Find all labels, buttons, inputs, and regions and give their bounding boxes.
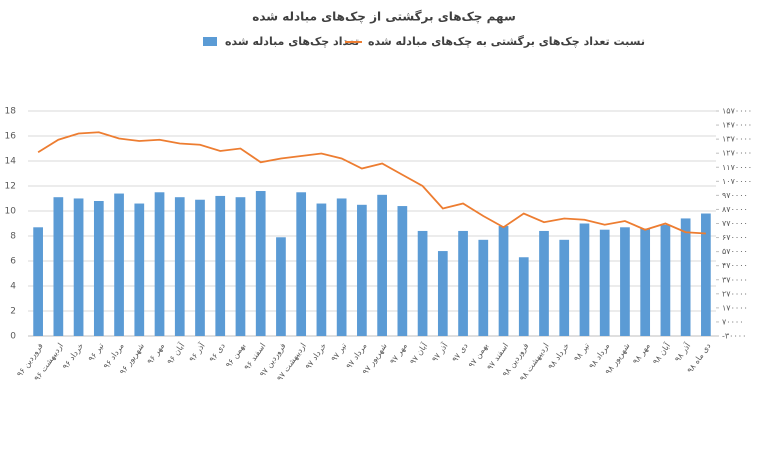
bar <box>53 197 64 336</box>
bar <box>640 228 651 336</box>
x-tick-label: مهر ۹۷ <box>388 341 409 365</box>
y2-tick-label: ۷۷۰۰۰۰ <box>722 219 748 228</box>
y-tick-label: 6 <box>10 257 16 267</box>
legend-label: تعداد چک‌های مبادله شده <box>225 35 359 48</box>
legend-label: نسبت تعداد چک‌های برگشتی به چک‌های مبادل… <box>368 35 645 48</box>
bar <box>154 192 165 336</box>
y2-tick-label: ۱۳۷۰۰۰۰ <box>722 135 752 144</box>
bar <box>478 239 489 336</box>
y2-tick-label: ۷۰۰۰۰ <box>722 317 743 326</box>
bar <box>316 203 327 336</box>
y2-tick-label: ۱۵۷۰۰۰۰ <box>722 107 752 116</box>
bar <box>559 239 570 336</box>
y2-tick-label: -۳۰۰۰۰ <box>722 332 746 341</box>
bar <box>215 195 226 336</box>
x-tick-label: آبان ۹۸ <box>650 340 672 366</box>
y2-tick-label: ۹۷۰۰۰۰ <box>722 191 748 200</box>
y-tick-label: 8 <box>10 232 16 242</box>
bar <box>518 257 529 336</box>
y2-tick-label: ۱۴۷۰۰۰۰ <box>722 121 752 130</box>
bar <box>498 226 509 336</box>
y2-tick-label: ۱۲۷۰۰۰۰ <box>722 149 752 158</box>
bar <box>539 230 549 336</box>
bar <box>93 201 104 336</box>
bar <box>134 203 145 336</box>
x-tick-label: آذر ۹۸ <box>672 340 693 363</box>
bar <box>195 199 205 336</box>
bar <box>357 204 367 336</box>
y2-tick-label: ۱۰۷۰۰۰۰ <box>722 177 752 186</box>
legend-swatch <box>203 37 217 46</box>
x-tick-label: مهر ۹۶ <box>145 341 166 365</box>
x-tick-label: خرداد ۹۸ <box>546 341 571 371</box>
y-tick-label: 2 <box>10 307 16 317</box>
y2-tick-label: ۵۷۰۰۰۰ <box>722 247 748 256</box>
y-tick-label: 0 <box>10 332 16 342</box>
x-tick-label: تیر ۹۸ <box>572 341 591 363</box>
y2-tick-label: ۳۷۰۰۰۰ <box>722 275 748 284</box>
y-tick-label: 10 <box>5 207 17 217</box>
chart-title: سهم چک‌های برگشتی از چک‌های مبادله شده <box>252 10 516 24</box>
bar <box>397 206 408 336</box>
y2-tick-label: ۱۷۰۰۰۰ <box>722 303 748 312</box>
x-tick-label: آبان ۹۶ <box>165 340 187 366</box>
y-tick-label: 12 <box>5 182 16 192</box>
bar <box>174 197 185 336</box>
y2-tick-label: ۶۷۰۰۰۰ <box>722 233 748 242</box>
x-tick-label: تیر ۹۷ <box>329 341 348 363</box>
bar <box>276 237 286 336</box>
bar <box>579 223 590 336</box>
x-tick-label: دی ۹۷ <box>450 341 470 364</box>
bar <box>660 224 671 336</box>
y2-tick-label: ۱۱۷۰۰۰۰ <box>722 163 752 172</box>
x-tick-label: دی ۹۶ <box>208 341 228 364</box>
bar <box>599 229 610 336</box>
bar <box>680 218 691 336</box>
x-tick-label: آذر ۹۶ <box>187 340 208 363</box>
x-tick-label: مهر ۹۸ <box>631 341 652 365</box>
bar <box>620 227 630 336</box>
x-tick-label: آذر ۹۷ <box>429 340 450 363</box>
bar <box>296 192 307 336</box>
x-tick-label: خرداد ۹۶ <box>61 341 86 371</box>
x-tick-label: آبان ۹۷ <box>407 340 429 366</box>
bar <box>336 198 347 336</box>
bar <box>73 198 84 336</box>
y2-tick-label: ۴۷۰۰۰۰ <box>722 261 748 270</box>
bar <box>701 213 711 336</box>
bar <box>458 230 468 336</box>
y-tick-label: 16 <box>5 132 17 142</box>
bar <box>114 193 124 336</box>
x-tick-label: خرداد ۹۷ <box>304 341 329 371</box>
bar <box>255 191 266 336</box>
y-tick-label: 14 <box>5 157 17 167</box>
bar <box>437 251 448 336</box>
bar <box>235 197 246 336</box>
line <box>37 131 706 235</box>
bar <box>33 227 43 336</box>
y2-tick-label: ۸۷۰۰۰۰ <box>722 205 748 214</box>
bar <box>417 230 428 336</box>
y2-tick-label: ۲۷۰۰۰۰ <box>722 289 748 298</box>
y-tick-label: 4 <box>10 282 16 292</box>
y-tick-label: 18 <box>5 107 17 117</box>
bar <box>377 194 387 336</box>
x-tick-label: تیر ۹۶ <box>87 341 106 363</box>
